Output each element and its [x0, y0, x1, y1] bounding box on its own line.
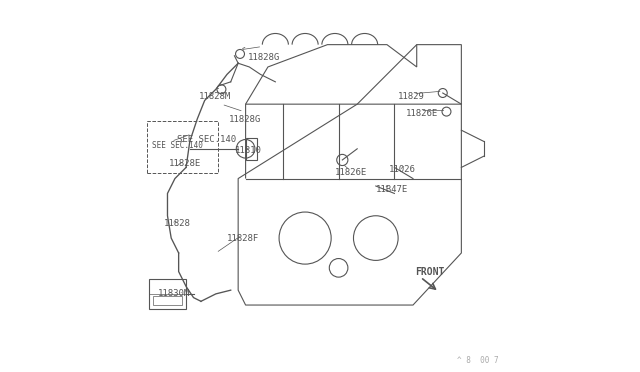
Text: ^ 8  00 7: ^ 8 00 7: [457, 356, 499, 365]
Bar: [152, 296, 182, 305]
Text: 11810: 11810: [234, 146, 261, 155]
Text: 11828G: 11828G: [248, 53, 280, 62]
Text: FRONT: FRONT: [415, 267, 444, 277]
Text: 11826E: 11826E: [335, 169, 367, 177]
Text: 11B47E: 11B47E: [376, 185, 408, 194]
Text: 11826E: 11826E: [406, 109, 438, 118]
Text: 11828E: 11828E: [170, 159, 202, 168]
Text: 11829: 11829: [398, 92, 425, 101]
Text: 11828M: 11828M: [199, 92, 231, 101]
Bar: [149, 279, 186, 309]
Text: 11830M: 11830M: [158, 289, 191, 298]
Text: 11828: 11828: [164, 219, 191, 228]
Text: SEE SEC.140: SEE SEC.140: [152, 141, 203, 150]
Text: 11026: 11026: [389, 165, 416, 174]
Text: 11828G: 11828G: [229, 115, 261, 124]
Text: SEE SEC.140: SEE SEC.140: [177, 135, 236, 144]
Text: 11828F: 11828F: [227, 234, 259, 243]
